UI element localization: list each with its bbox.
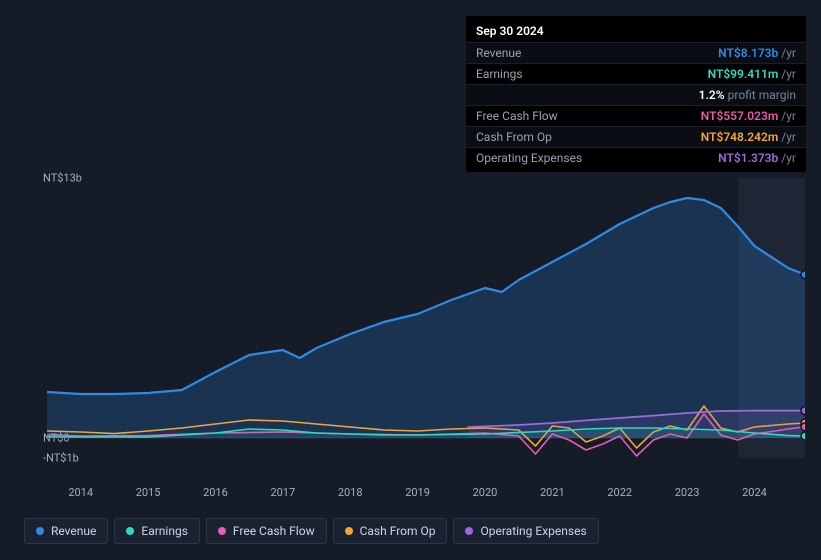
x-axis-label: 2022 xyxy=(607,486,632,499)
legend-item[interactable]: Earnings xyxy=(114,518,200,544)
tooltip-value: NT$748.242m/yr xyxy=(701,130,796,144)
tooltip-row: Revenue NT$8.173b/yr xyxy=(466,42,806,63)
tooltip-value: NT$8.173b/yr xyxy=(718,46,796,60)
legend: Revenue Earnings Free Cash Flow Cash From O… xyxy=(24,518,599,544)
tooltip-row: 1.2%profit margin xyxy=(466,84,806,105)
x-axis-label: 2023 xyxy=(675,486,700,499)
tooltip-label: Cash From Op xyxy=(476,130,552,144)
x-axis-label: 2015 xyxy=(136,486,161,499)
x-axis-label: 2017 xyxy=(270,486,295,499)
legend-label: Free Cash Flow xyxy=(233,524,315,538)
legend-label: Cash From Op xyxy=(360,524,436,538)
chart-area[interactable]: NT$13bNT$0-NT$1b 20142015201620172018201… xyxy=(17,160,805,505)
legend-item[interactable]: Revenue xyxy=(24,518,108,544)
tooltip-row: Cash From Op NT$748.242m/yr xyxy=(466,126,806,147)
legend-dot-icon xyxy=(218,527,226,535)
tooltip-value: 1.2%profit margin xyxy=(699,88,796,102)
legend-label: Revenue xyxy=(51,524,96,538)
x-axis-label: 2019 xyxy=(405,486,430,499)
x-axis-label: 2014 xyxy=(68,486,93,499)
legend-item[interactable]: Cash From Op xyxy=(333,518,448,544)
x-axis: 2014 2015 2016 2017 2018 2019 2020 2021 2022 2023… xyxy=(17,486,805,506)
tooltip-row: Free Cash Flow NT$557.023m/yr xyxy=(466,105,806,126)
legend-dot-icon xyxy=(345,527,353,535)
legend-item[interactable]: Operating Expenses xyxy=(453,518,598,544)
tooltip-value: NT$99.411m/yr xyxy=(708,67,796,81)
x-axis-label: 2018 xyxy=(338,486,363,499)
tooltip-rows: Revenue NT$8.173b/yr Earnings NT$99.411m/yr… xyxy=(466,42,806,168)
tooltip-row: Earnings NT$99.411m/yr xyxy=(466,63,806,84)
legend-item[interactable]: Free Cash Flow xyxy=(206,518,327,544)
x-axis-label: 2024 xyxy=(742,486,767,499)
tooltip-value: NT$557.023m/yr xyxy=(701,109,796,123)
tooltip-date: Sep 30 2024 xyxy=(466,20,806,42)
x-axis-label: 2016 xyxy=(203,486,228,499)
chart-svg xyxy=(47,178,805,458)
x-axis-label: 2021 xyxy=(540,486,565,499)
x-axis-label: 2020 xyxy=(473,486,498,499)
tooltip-label: Free Cash Flow xyxy=(476,109,558,123)
chart-tooltip: Sep 30 2024 Revenue NT$8.173b/yr Earnings N… xyxy=(466,16,806,172)
tooltip-label: Revenue xyxy=(476,46,521,60)
legend-dot-icon xyxy=(465,527,473,535)
legend-label: Operating Expenses xyxy=(480,524,586,538)
tooltip-label: Earnings xyxy=(476,67,523,81)
legend-label: Earnings xyxy=(141,524,188,538)
legend-dot-icon xyxy=(126,527,134,535)
legend-dot-icon xyxy=(36,527,44,535)
